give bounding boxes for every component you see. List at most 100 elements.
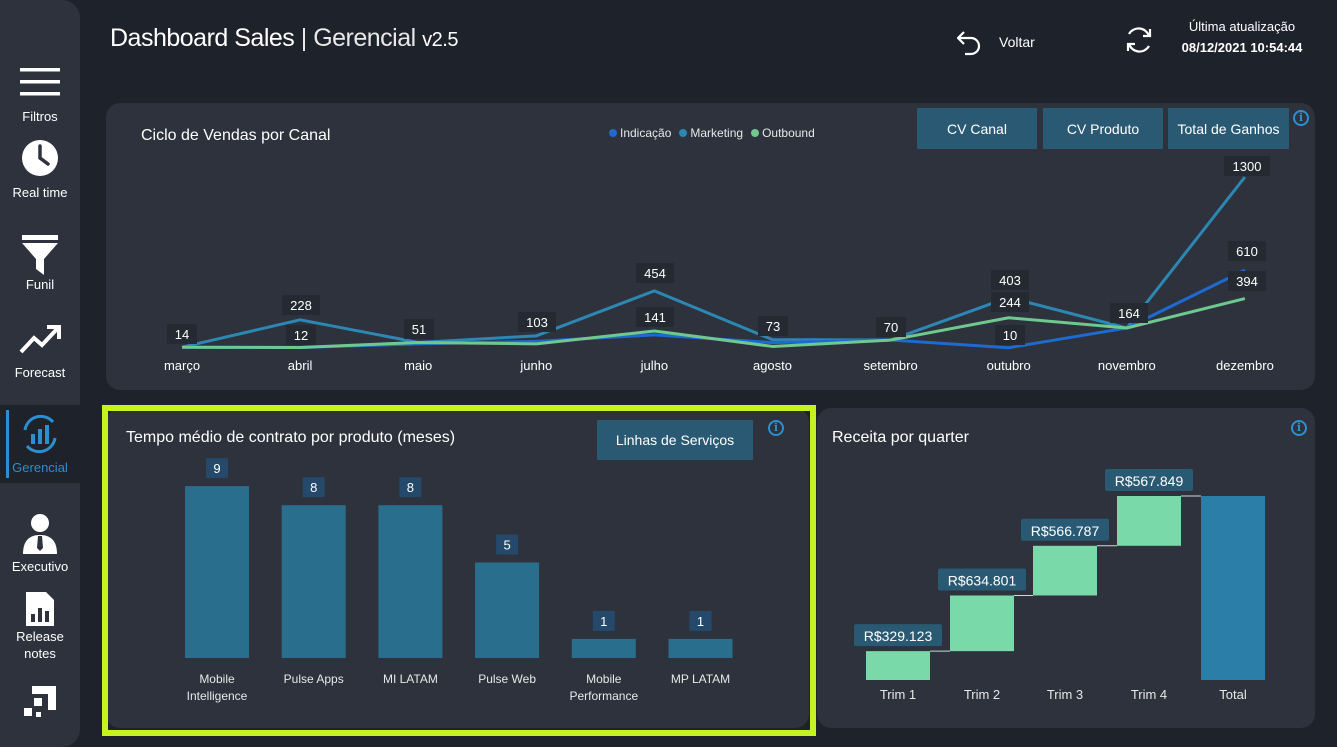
series-line-outbound bbox=[181, 297, 1246, 349]
x-tick-label: Performance bbox=[569, 689, 638, 703]
sidebar-item-executivo[interactable]: Executivo bbox=[0, 512, 80, 574]
waterfall-value-bg bbox=[1021, 518, 1109, 541]
bar-value-bg bbox=[302, 477, 325, 498]
sidebar-item-label: Real time bbox=[12, 185, 68, 200]
legend-item-marketing[interactable]: Marketing bbox=[679, 126, 743, 140]
x-tick-label: dezembro bbox=[1216, 358, 1274, 373]
x-tick-label: junho bbox=[519, 358, 552, 373]
data-label-bg bbox=[758, 316, 788, 336]
logo-icon bbox=[24, 686, 56, 717]
sidebar-item-funil[interactable]: Funil bbox=[0, 235, 80, 292]
data-label-bg bbox=[1224, 156, 1270, 176]
bar-value-bg bbox=[206, 458, 228, 479]
funnel-icon bbox=[22, 235, 58, 275]
refresh-button[interactable] bbox=[1124, 25, 1154, 60]
cv-canal-button[interactable]: CV Canal bbox=[917, 108, 1037, 149]
waterfall-bar bbox=[1117, 496, 1181, 546]
data-label: 454 bbox=[644, 266, 666, 281]
data-label: 244 bbox=[999, 295, 1021, 310]
data-label-bg bbox=[518, 312, 556, 332]
info-icon[interactable]: i bbox=[768, 420, 784, 436]
title-sub: Gerencial bbox=[313, 24, 416, 52]
executive-icon bbox=[23, 514, 57, 554]
data-label: 228 bbox=[290, 298, 312, 313]
x-tick-label: novembro bbox=[1098, 358, 1156, 373]
data-label: 1300 bbox=[1233, 159, 1262, 174]
data-label: 51 bbox=[412, 322, 426, 337]
x-tick-label: Total bbox=[1219, 687, 1247, 702]
waterfall-bar bbox=[950, 595, 1014, 652]
x-tick-label: julho bbox=[640, 358, 668, 373]
page-title: Dashboard Sales | Gerencial v2.5 bbox=[110, 24, 458, 53]
data-label-bg bbox=[404, 319, 434, 339]
data-label: 12 bbox=[294, 328, 308, 343]
bar-value-bg bbox=[592, 610, 615, 631]
clock-icon bbox=[22, 140, 58, 176]
data-label: 141 bbox=[644, 310, 666, 325]
line-chart-title: Ciclo de Vendas por Canal bbox=[141, 127, 331, 144]
sidebar-item-label: Executivo bbox=[11, 559, 69, 574]
sidebar-item-filtros[interactable]: Filtros bbox=[0, 66, 80, 124]
bar bbox=[475, 562, 540, 658]
x-tick-label: março bbox=[164, 358, 200, 373]
x-tick-label: setembro bbox=[863, 358, 917, 373]
sidebar-item-release-notes[interactable]: Release notes bbox=[0, 592, 80, 662]
legend-item-outbound[interactable]: Outbound bbox=[751, 126, 815, 140]
bar-value-label: 9 bbox=[213, 461, 220, 476]
data-label: 394 bbox=[1236, 274, 1258, 289]
x-tick-label: maio bbox=[404, 358, 432, 373]
bar-value-label: 5 bbox=[503, 538, 510, 553]
data-label-bg bbox=[282, 295, 320, 315]
total-ganhos-button[interactable]: Total de Ganhos bbox=[1168, 108, 1289, 149]
waterfall-bar bbox=[1033, 545, 1097, 596]
cv-produto-button[interactable]: CV Produto bbox=[1043, 108, 1163, 149]
legend-item-indicacao[interactable]: Indicação bbox=[609, 126, 671, 140]
waterfall-bar bbox=[866, 651, 930, 680]
linhas-servicos-button[interactable]: Linhas de Serviços bbox=[597, 420, 753, 460]
gerencial-icon bbox=[23, 414, 57, 454]
data-label: 164 bbox=[1118, 306, 1140, 321]
x-tick-label: Intelligence bbox=[187, 689, 248, 703]
data-label: 70 bbox=[884, 320, 898, 335]
sidebar-item-label: Funil bbox=[25, 277, 55, 292]
back-button[interactable]: Voltar bbox=[955, 28, 1035, 56]
x-tick-label: MI LATAM bbox=[383, 672, 438, 686]
sidebar-item-label: Gerencial bbox=[12, 460, 68, 475]
x-tick-label: Mobile bbox=[586, 672, 622, 686]
data-label-bg bbox=[636, 263, 674, 283]
data-label: 403 bbox=[999, 273, 1021, 288]
x-tick-label: MP LATAM bbox=[671, 672, 730, 686]
x-tick-label: Trim 2 bbox=[964, 687, 1000, 702]
trend-icon bbox=[19, 325, 61, 354]
data-label-bg bbox=[991, 270, 1029, 290]
bar-value-label: 8 bbox=[407, 480, 414, 495]
sidebar: Filtros Real time Funil Forecast Gerenc bbox=[0, 0, 80, 747]
title-main: Dashboard Sales bbox=[110, 24, 295, 52]
last-update: Última atualização 08/12/2021 10:54:44 bbox=[1172, 16, 1312, 58]
line-chart-legend: Indicação Marketing Outbound bbox=[609, 126, 815, 140]
title-version: v2.5 bbox=[422, 29, 458, 51]
series-line-marketing bbox=[181, 176, 1247, 349]
line-chart: março abril maio junho julho agosto setembro ou… bbox=[163, 156, 1274, 373]
data-label-bg bbox=[1110, 303, 1148, 323]
data-label-bg bbox=[636, 307, 674, 327]
sidebar-item-gerencial[interactable]: Gerencial bbox=[0, 414, 80, 475]
info-icon[interactable]: i bbox=[1291, 420, 1307, 436]
x-tick-label: agosto bbox=[753, 358, 792, 373]
bar-value-label: 1 bbox=[600, 614, 607, 629]
title-separator: | bbox=[300, 24, 308, 52]
legend-label: Indicação bbox=[620, 126, 672, 140]
sidebar-active-indicator bbox=[6, 410, 9, 478]
bar-value-bg bbox=[689, 610, 712, 631]
waterfall-value-bg bbox=[938, 568, 1026, 591]
x-tick-label: Mobile bbox=[199, 672, 235, 686]
bar-value-bg bbox=[399, 477, 422, 498]
document-icon bbox=[26, 592, 54, 626]
waterfall-value-label: R$634.801 bbox=[948, 572, 1017, 588]
bar bbox=[281, 505, 346, 658]
info-icon[interactable]: i bbox=[1293, 110, 1309, 126]
sidebar-item-logo[interactable] bbox=[0, 684, 80, 720]
sidebar-item-real-time[interactable]: Real time bbox=[0, 139, 80, 200]
sidebar-item-forecast[interactable]: Forecast bbox=[0, 324, 80, 380]
